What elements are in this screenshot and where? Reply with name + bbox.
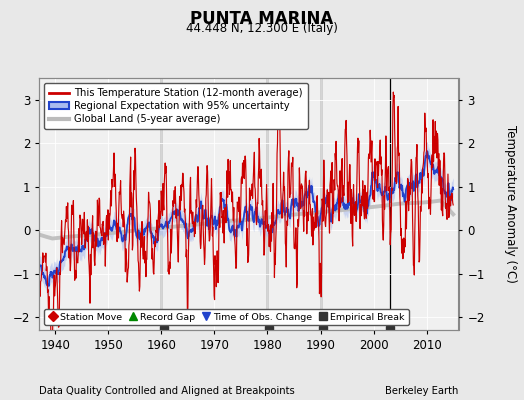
Legend: Station Move, Record Gap, Time of Obs. Change, Empirical Break: Station Move, Record Gap, Time of Obs. C… [44,309,409,325]
Text: PUNTA MARINA: PUNTA MARINA [190,10,334,28]
Text: 44.448 N, 12.300 E (Italy): 44.448 N, 12.300 E (Italy) [186,22,338,35]
Text: Data Quality Controlled and Aligned at Breakpoints: Data Quality Controlled and Aligned at B… [39,386,295,396]
Y-axis label: Temperature Anomaly (°C): Temperature Anomaly (°C) [504,125,517,283]
Text: Berkeley Earth: Berkeley Earth [385,386,458,396]
